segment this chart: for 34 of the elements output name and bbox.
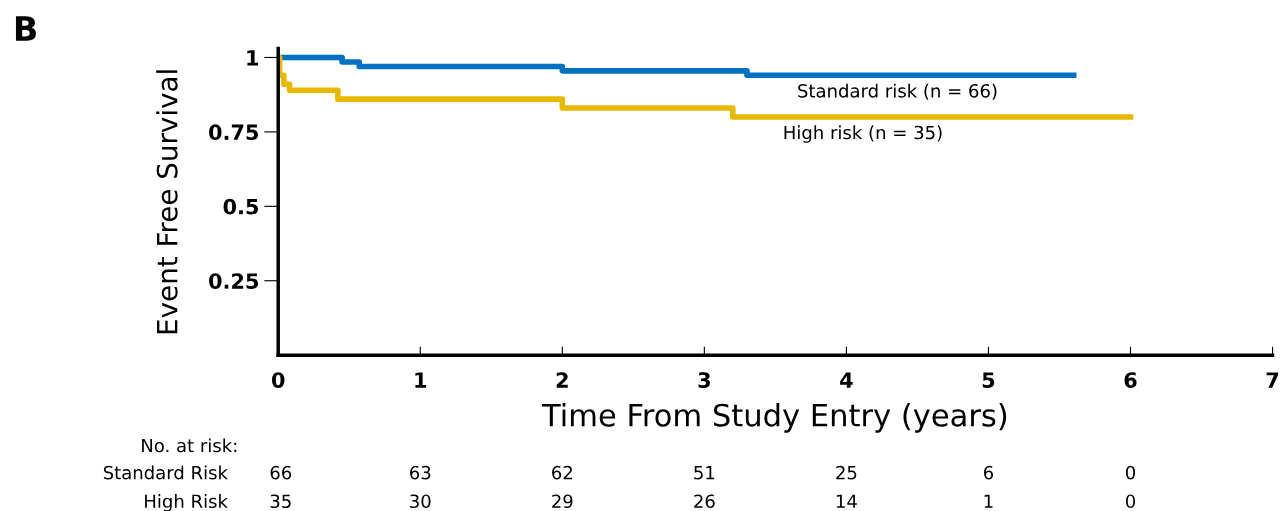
series-label: Standard risk (n = 66) (798, 83, 997, 100)
text: 25 (836, 465, 857, 480)
x-tick-label: 7 (1266, 372, 1279, 388)
chart-title: B (15, 16, 36, 41)
text: 30 (410, 494, 431, 509)
text: 29 (552, 494, 573, 509)
x-tick-label: 6 (1124, 372, 1137, 388)
text: 1 (984, 494, 993, 508)
text: 26 (694, 494, 715, 509)
text: High Risk (145, 494, 228, 511)
text: 51 (694, 466, 715, 480)
y-tick-label: 0.75 (209, 124, 258, 141)
series-label: High risk (n = 35) (784, 125, 942, 143)
text: 63 (410, 465, 431, 480)
y-tick-label: 1 (247, 50, 259, 66)
text: 62 (552, 465, 572, 480)
text: 14 (836, 494, 857, 508)
x-axis-title: Time From Study Entry (years) (541, 403, 1007, 433)
x-tick-label: 2 (556, 372, 568, 388)
text: 0 (1125, 465, 1136, 480)
x-tick-label: 4 (840, 372, 853, 388)
y-tick-label: 0.5 (223, 198, 258, 215)
text: 6 (983, 465, 994, 480)
text: 66 (270, 465, 292, 480)
text: No. at risk: (142, 438, 237, 453)
x-tick-label: 1 (415, 372, 427, 388)
y-axis-title: Event Free Survival (156, 70, 178, 334)
x-tick-label: 0 (271, 372, 285, 388)
text: 0 (1125, 494, 1136, 509)
y-tick-label: 0.25 (209, 273, 258, 289)
x-tick-label: 5 (982, 372, 995, 388)
text: 35 (270, 494, 291, 509)
text: Standard Risk (103, 465, 228, 480)
x-tick-label: 3 (698, 372, 710, 388)
